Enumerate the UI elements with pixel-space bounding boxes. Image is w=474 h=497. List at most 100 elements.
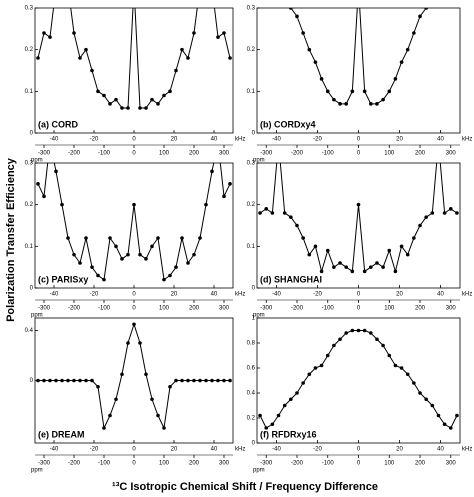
data-point (307, 47, 312, 52)
data-point (448, 426, 453, 430)
data-point (313, 60, 318, 64)
data-point (319, 77, 324, 81)
series (36, 163, 232, 282)
data-point (375, 261, 379, 265)
data-point (150, 397, 154, 402)
data-point (313, 366, 318, 370)
data-point (282, 211, 287, 215)
series (258, 328, 459, 430)
data-point (393, 77, 398, 81)
data-point (258, 211, 262, 215)
data-point (362, 89, 367, 94)
data-point (186, 261, 190, 265)
data-point (132, 202, 136, 207)
y-tick-label: 1 (252, 316, 256, 322)
data-point (424, 215, 428, 219)
x2-tick-label: 40 (437, 292, 444, 298)
data-point (150, 244, 154, 249)
data-point (412, 236, 416, 240)
data-point (138, 252, 142, 257)
data-point (150, 97, 154, 102)
x-tick-label: 300 (219, 461, 230, 467)
data-line (290, 8, 427, 105)
x2-tick-label: -20 (313, 447, 322, 453)
data-point (381, 265, 385, 269)
data-point (60, 378, 64, 383)
y-tick-label: 0.2 (25, 202, 34, 208)
data-point (72, 378, 76, 383)
data-point (387, 89, 392, 94)
data-point (198, 236, 202, 240)
data-point (96, 384, 100, 389)
data-point (96, 89, 100, 94)
x2-unit: kHz (235, 447, 245, 453)
x2-tick-label: 20 (396, 292, 403, 298)
x-tick-label: 100 (159, 461, 170, 467)
data-point (369, 102, 373, 106)
data-point (222, 378, 226, 383)
data-point (222, 194, 226, 199)
data-point (282, 403, 287, 408)
x2-tick-label: 20 (396, 447, 403, 453)
data-point (120, 106, 124, 110)
x-unit: ppm (253, 313, 265, 319)
x2-tick-label: 20 (171, 447, 178, 453)
data-point (162, 277, 166, 282)
data-point (387, 248, 392, 253)
data-point (455, 211, 459, 215)
x2-tick-label: -20 (90, 447, 99, 453)
data-point (319, 363, 324, 368)
data-point (332, 97, 336, 102)
data-point (301, 236, 305, 240)
x2-tick-label: 0 (132, 137, 136, 143)
x2-unit: kHz (462, 447, 472, 453)
x2-tick-label: 40 (211, 137, 218, 143)
x-unit: ppm (31, 158, 43, 164)
x-unit: ppm (253, 468, 265, 474)
data-point (455, 413, 459, 418)
x2-tick-label: -40 (50, 137, 59, 143)
data-line (38, 322, 230, 430)
data-point (42, 194, 46, 199)
data-point (144, 372, 148, 377)
data-point (424, 397, 428, 402)
panel-label: (e) DREAM (38, 429, 85, 439)
plot-frame (256, 317, 461, 444)
x-unit: ppm (253, 158, 265, 164)
data-point (307, 252, 312, 257)
data-point (228, 56, 232, 60)
x-tick-label: 200 (415, 461, 426, 467)
x-tick-label: 200 (189, 461, 200, 467)
x-tick-label: 0 (132, 306, 136, 312)
x-tick-label: -100 (98, 306, 111, 312)
x2-tick-label: 20 (396, 137, 403, 143)
data-point (156, 236, 160, 240)
y-tick-label: 0.3 (247, 6, 256, 12)
y-tick-label: 0.2 (247, 202, 256, 208)
data-point (42, 378, 46, 383)
x2-tick-label: -20 (90, 137, 99, 143)
x2-tick-label: 0 (357, 447, 361, 453)
plot-frame (256, 162, 461, 289)
data-point (332, 265, 336, 269)
data-point (180, 236, 184, 240)
data-point (313, 244, 318, 249)
data-point (174, 68, 178, 73)
data-point (192, 31, 196, 35)
data-point (369, 265, 373, 269)
y-tick-label: 0.1 (247, 89, 256, 95)
data-point (84, 47, 88, 52)
data-point (381, 343, 385, 348)
x-tick-label: 0 (357, 151, 361, 157)
data-point (216, 35, 220, 39)
data-point (350, 269, 355, 274)
data-point (192, 252, 196, 257)
x2-tick-label: 40 (437, 137, 444, 143)
data-point (54, 169, 58, 174)
data-point (405, 372, 410, 377)
series (289, 8, 428, 106)
y-tick-label: 0 (252, 286, 256, 292)
data-point (78, 378, 82, 383)
x-axis-title: ¹³C Isotropic Chemical Shift / Frequency… (112, 481, 378, 493)
data-point (276, 413, 281, 418)
